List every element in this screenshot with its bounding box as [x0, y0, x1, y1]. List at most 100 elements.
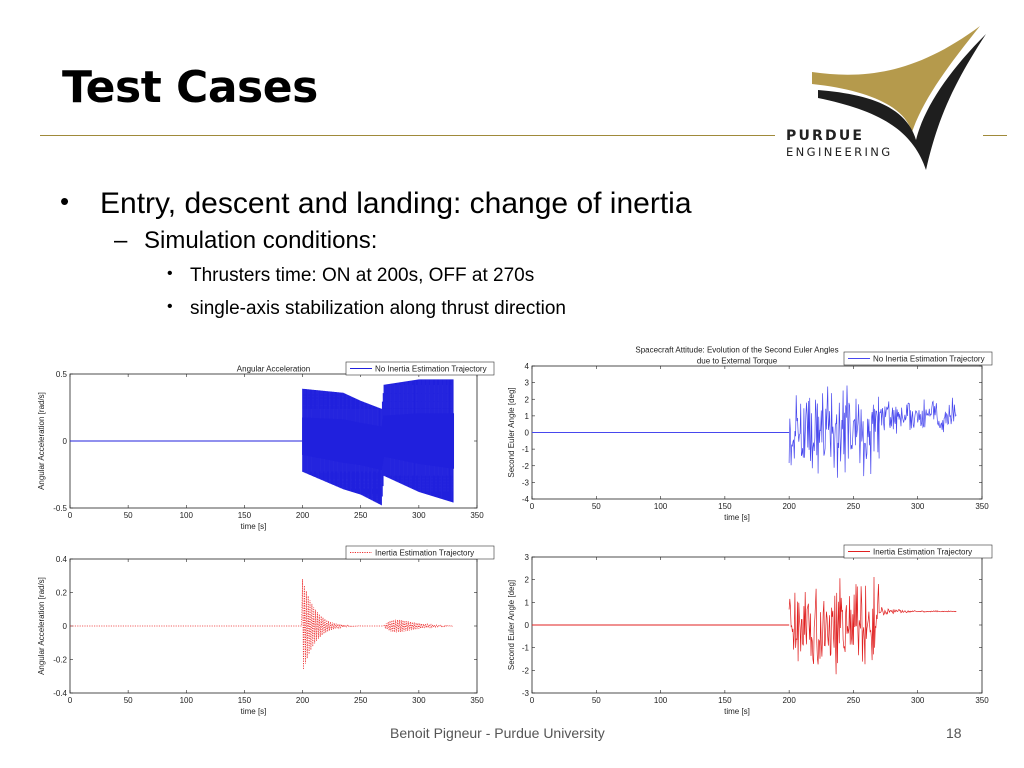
y-tick-label: -2 [522, 666, 530, 675]
chart-subtitle: due to External Torque [697, 357, 778, 366]
title-rule-right [983, 135, 1007, 136]
oscillation-trace [788, 385, 957, 478]
page-number: 18 [946, 725, 962, 741]
y-tick-label: 0 [525, 621, 530, 630]
legend-box [843, 544, 993, 559]
plot-euler-angle-estimation: 0 50 100 150 200 250 300 350 -3 -2 -1 0 1 2 3 time [s] S… [502, 542, 1002, 724]
footer-text: Benoit Pigneur - Purdue University [390, 725, 605, 741]
x-tick-label: 50 [592, 502, 601, 511]
logo-dark-wing [818, 34, 986, 170]
y-axis-label: Second Euler Angle [deg] [507, 387, 516, 477]
y-tick-label: 0.5 [56, 370, 68, 379]
y-tick-label: 2 [525, 395, 530, 404]
x-tick-label: 100 [654, 502, 668, 511]
plot-angular-acceleration-estimation: 0 50 100 150 200 250 300 350 -0.4 -0.2 0 0.2 0.4 time… [18, 542, 502, 724]
x-tick-label: 150 [718, 696, 732, 705]
sub-bullet-simulation-conditions: Simulation conditions: [60, 226, 692, 256]
sub-item-stabilization: single-axis stabilization along thrust d… [60, 297, 692, 322]
x-tick-label: 150 [238, 696, 252, 705]
y-tick-label: -0.5 [53, 504, 67, 513]
x-tick-label: 250 [847, 502, 861, 511]
x-tick-label: 100 [654, 696, 668, 705]
y-tick-label: 0 [525, 429, 530, 438]
logo-line1: PURDUE [786, 128, 865, 144]
x-tick-label: 0 [68, 696, 73, 705]
plot-euler-angle-no-estimation: 0 50 100 150 200 250 300 350 -4 -3 -2 -1 0 1 2 3 4 time [… [502, 340, 1002, 532]
logo-line2: ENGINEERING [786, 145, 893, 159]
y-axis-label: Angular Acceleration [rad/s] [37, 577, 46, 675]
legend-box [345, 361, 495, 376]
legend-box [345, 545, 495, 560]
chart-title: Angular Acceleration [237, 365, 310, 374]
oscillation-core [302, 413, 455, 470]
legend-label: Inertia Estimation Trajectory [873, 548, 972, 557]
y-tick-label: 1 [525, 598, 530, 607]
chart-2-svg: 0 50 100 150 200 250 300 350 -4 -3 -2 -1 0 1 2 3 4 time [… [507, 346, 993, 522]
logo-gold-wing [812, 26, 980, 132]
x-tick-label: 100 [180, 511, 194, 520]
chart-title: Spacecraft Attitude: Evolution of the Se… [635, 346, 838, 355]
x-tick-label: 300 [412, 511, 426, 520]
y-axis-label: Angular Acceleration [rad/s] [37, 392, 46, 490]
x-axis-label: time [s] [724, 707, 750, 716]
x-tick-label: 200 [782, 696, 796, 705]
x-axis-label: time [s] [724, 513, 750, 522]
x-axis-label: time [s] [241, 707, 267, 716]
y-tick-label: -3 [522, 689, 530, 698]
x-tick-label: 350 [975, 696, 989, 705]
x-tick-label: 50 [592, 696, 601, 705]
series-3 [532, 576, 957, 675]
x-tick-label: 350 [470, 511, 484, 520]
x-tick-label: 250 [354, 696, 368, 705]
x-tick-label: 350 [470, 696, 484, 705]
x-tick-label: 150 [718, 502, 732, 511]
x-tick-label: 0 [530, 696, 535, 705]
plot-angular-acceleration-no-estimation: 0 50 100 150 200 250 300 350 -0.5 0 0.5 time [s] Ang… [18, 342, 502, 532]
x-tick-label: 100 [180, 696, 194, 705]
y-tick-label: 0.2 [56, 589, 68, 598]
x-tick-label: 50 [124, 511, 133, 520]
y-tick-label: -0.4 [53, 689, 67, 698]
x-axis-label: time [s] [241, 522, 267, 531]
x-tick-label: 300 [911, 696, 925, 705]
bullet-list: Entry, descent and landing: change of in… [60, 186, 692, 321]
x-tick-label: 200 [782, 502, 796, 511]
x-tick-label: 150 [238, 511, 252, 520]
series-0 [70, 379, 455, 506]
y-tick-label: 3 [525, 553, 530, 562]
y-tick-label: -3 [522, 478, 530, 487]
x-tick-label: 200 [296, 696, 310, 705]
y-axis-label: Second Euler Angle [deg] [507, 580, 516, 670]
x-tick-label: 250 [354, 511, 368, 520]
y-tick-label: 0 [63, 437, 68, 446]
y-tick-label: 3 [525, 379, 530, 388]
y-tick-label: -1 [522, 445, 530, 454]
series-1 [532, 385, 957, 478]
y-tick-label: -0.2 [53, 656, 67, 665]
y-tick-label: 1 [525, 412, 530, 421]
x-tick-label: 50 [124, 696, 133, 705]
legend-box [843, 351, 993, 366]
purdue-engineering-logo [812, 26, 986, 170]
x-tick-label: 250 [847, 696, 861, 705]
legend-label: No Inertia Estimation Trajectory [873, 355, 985, 364]
x-tick-label: 300 [911, 502, 925, 511]
x-tick-label: 200 [296, 511, 310, 520]
chart-3-svg: 0 50 100 150 200 250 300 350 -0.4 -0.2 0 0.2 0.4 time… [37, 545, 495, 716]
x-tick-label: 300 [412, 696, 426, 705]
y-tick-label: -4 [522, 495, 530, 504]
oscillation-trace [788, 576, 957, 675]
y-tick-label: -2 [522, 462, 530, 471]
title-rule-left [40, 135, 775, 136]
y-tick-label: 2 [525, 576, 530, 585]
x-tick-label: 350 [975, 502, 989, 511]
bullet-entry-descent: Entry, descent and landing: change of in… [60, 186, 692, 222]
y-tick-label: -1 [522, 644, 530, 653]
y-tick-label: 4 [525, 362, 530, 371]
y-tick-label: 0.4 [56, 555, 68, 564]
legend-label: No Inertia Estimation Trajectory [375, 365, 487, 374]
y-tick-label: 0 [63, 622, 68, 631]
legend-label: Inertia Estimation Trajectory [375, 549, 474, 558]
sub-item-thrusters-time: Thrusters time: ON at 200s, OFF at 270s [60, 264, 692, 289]
